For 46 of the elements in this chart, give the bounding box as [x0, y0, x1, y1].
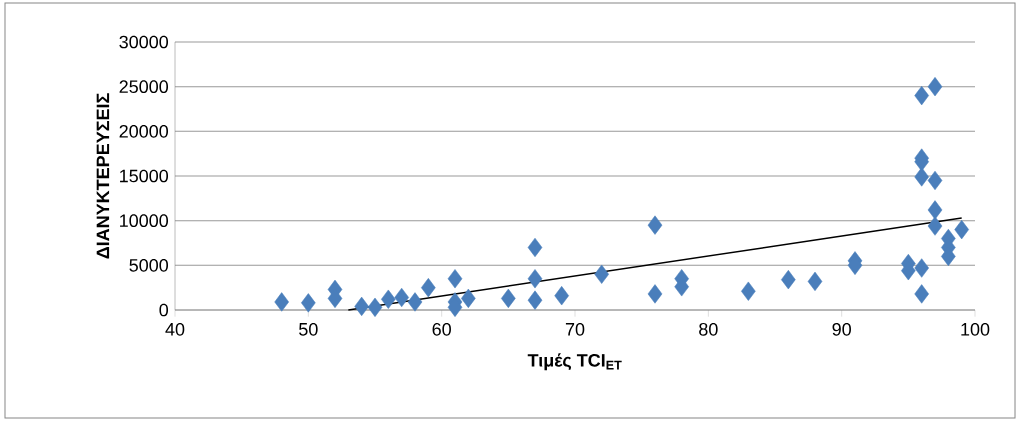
point	[554, 286, 569, 306]
y-tick-label: 25000	[119, 80, 169, 94]
point	[914, 167, 929, 187]
point	[354, 296, 369, 317]
y-tick-label: 0	[159, 303, 169, 317]
y-tick-label: 20000	[119, 124, 169, 138]
x-tick-label: 50	[299, 322, 318, 336]
point	[807, 271, 823, 292]
point	[461, 288, 476, 308]
y-tick-label: 30000	[119, 35, 169, 49]
point	[407, 292, 423, 312]
y-tick-label: 10000	[120, 214, 169, 228]
point	[647, 284, 663, 304]
point	[381, 289, 396, 309]
point	[274, 292, 289, 312]
point	[914, 284, 929, 304]
point	[927, 77, 943, 97]
x-axis-title: Τιμές TCI$_{ET}$	[527, 353, 622, 371]
point	[527, 237, 543, 258]
point	[741, 281, 756, 301]
point	[501, 288, 516, 308]
point	[527, 290, 543, 310]
y-axis-title: ΔΙΑΝΥΚΤΕΡΕΥΣΕΙΣ	[96, 93, 110, 259]
point	[647, 215, 663, 235]
point	[954, 220, 969, 240]
x-tick-label: 80	[699, 322, 718, 336]
y-tick-label: 5000	[129, 258, 169, 272]
point	[421, 278, 436, 298]
point	[527, 269, 543, 289]
point	[301, 293, 316, 313]
point	[927, 200, 943, 220]
point	[914, 258, 929, 278]
point	[927, 170, 943, 191]
y-tick-label: 15000	[120, 169, 169, 183]
point	[394, 287, 409, 308]
point	[914, 86, 929, 106]
x-tick-label: 90	[832, 322, 851, 336]
point	[594, 264, 609, 284]
point	[927, 216, 943, 236]
x-tick-label: 40	[165, 322, 185, 336]
x-tick-label: 70	[565, 322, 585, 336]
point	[781, 270, 796, 290]
point	[367, 297, 383, 317]
x-tick-label: 60	[432, 322, 451, 336]
x-tick-label: 100	[961, 322, 990, 336]
point	[447, 269, 463, 289]
